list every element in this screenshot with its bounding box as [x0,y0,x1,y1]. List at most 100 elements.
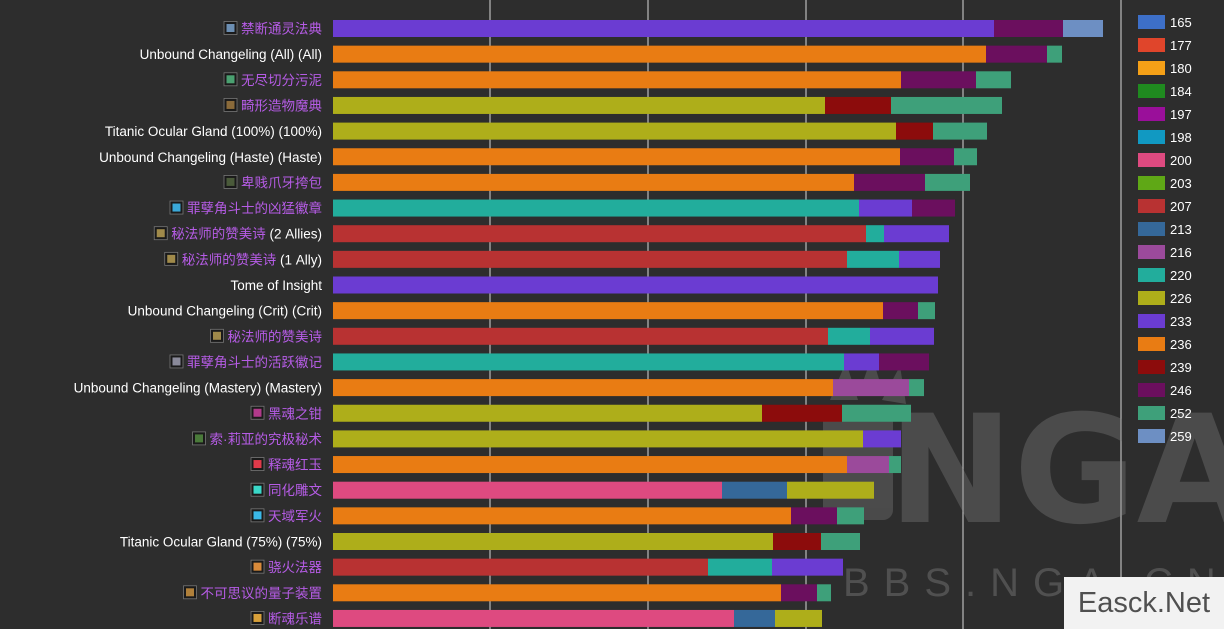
legend-swatch [1138,406,1165,420]
bar-segment-207 [333,250,847,268]
insignia-icon [169,200,184,215]
bar-segment-246 [901,71,976,89]
glyph-icon [250,482,265,497]
bar-segment-252 [1047,45,1062,63]
bar-row [333,481,874,499]
bar-segment-236 [333,584,781,602]
category-label: 不可思议的量子装置 [201,586,323,601]
legend-label: 177 [1170,38,1192,53]
bar-segment-226 [787,481,874,499]
category-label: Titanic Ocular Gland (100%) (100%) [105,124,322,139]
bar-segment-236 [333,507,791,525]
bar-segment-220 [708,558,772,576]
bar-segment-236 [333,379,833,397]
bar-segment-252 [925,173,970,191]
bar-segment-233 [884,225,949,243]
bar-segment-220 [828,327,870,345]
legend-label: 165 [1170,15,1192,30]
legend-label: 216 [1170,245,1192,260]
category-label: Unbound Changeling (Mastery) (Mastery) [74,381,322,396]
category-label: Unbound Changeling (All) (All) [140,47,322,62]
bar-segment-252 [918,302,935,320]
bar-segment-233 [333,276,938,294]
hymn-icon [210,328,224,343]
bar-row [333,456,901,474]
legend-label: 226 [1170,291,1192,306]
bar-segment-207 [333,327,828,345]
legend-swatch [1138,314,1165,328]
bar-segment-236 [333,173,854,191]
category-label: Unbound Changeling (Crit) (Crit) [128,304,322,319]
legend-swatch [1138,176,1165,190]
category-label: 罪孽角斗士的活跃徽记 [187,355,322,370]
bar-segment-236 [333,148,900,166]
legend-item: 216 [1138,245,1192,260]
bar-segment-236 [333,45,986,63]
category-label: 断魂乐谱 [268,611,322,626]
legend-label: 203 [1170,176,1192,191]
legend-item: 259 [1138,429,1192,444]
category-label: 天域军火 [268,509,322,524]
bar-row [333,148,977,166]
category-label: Titanic Ocular Gland (75%) (75%) [120,535,322,550]
category-label: 黑魂之钳 [268,406,322,421]
legend-item: 239 [1138,360,1192,375]
hymn-icon [153,226,168,241]
bar-segment-226 [775,609,822,627]
legend-label: 236 [1170,337,1192,352]
bar-row [333,609,822,627]
bar-segment-226 [333,430,863,448]
bar-segment-200 [333,609,734,627]
legend-swatch [1138,84,1165,98]
bar-segment-233 [863,430,901,448]
bar-row [333,558,843,576]
bars [333,20,1103,627]
bar-segment-252 [891,96,1002,114]
bar-segment-252 [909,379,924,397]
bar-segment-233 [859,199,912,217]
legend-swatch [1138,268,1165,282]
legend-item: 180 [1138,61,1192,76]
bar-row [333,276,938,294]
bar-segment-246 [912,199,955,217]
munitions-icon [250,508,265,523]
bar-segment-246 [879,353,929,371]
hymn-icon [164,251,179,266]
legend-label: 252 [1170,406,1192,421]
bar-segment-236 [333,302,883,320]
bar-row [333,225,949,243]
legend-label: 180 [1170,61,1192,76]
bar-segment-220 [333,199,859,217]
legend-label: 239 [1170,360,1192,375]
category-label: 同化雕文 [268,483,322,498]
bar-segment-252 [889,456,901,474]
legend-item: 252 [1138,406,1192,421]
legend-swatch [1138,38,1165,52]
legend-item: 220 [1138,268,1192,283]
category-label: 秘法师的赞美诗 [228,329,323,344]
bar-segment-252 [837,507,864,525]
legend-item: 203 [1138,176,1192,191]
category-label: 索·莉亚的究极秘术 [210,432,323,447]
bar-segment-207 [333,558,708,576]
legend-swatch [1138,222,1165,236]
bar-row [333,507,864,525]
bar-segment-252 [976,71,1011,89]
bar-segment-246 [994,20,1063,37]
bar-segment-200 [333,481,722,499]
bar-segment-246 [986,45,1047,63]
category-label: 无尽切分污泥 [241,73,322,88]
bar-row [333,96,1002,114]
bar-segment-216 [847,456,889,474]
bar-segment-252 [817,584,831,602]
bar-segment-213 [734,609,775,627]
category-label: 禁断通灵法典 [241,22,322,37]
legend-swatch [1138,153,1165,167]
bar-segment-220 [866,225,884,243]
legend-swatch [1138,15,1165,29]
bar-segment-233 [844,353,879,371]
category-label: 骁火法器 [268,560,322,575]
bar-segment-236 [333,456,847,474]
legend-item: 184 [1138,84,1192,99]
